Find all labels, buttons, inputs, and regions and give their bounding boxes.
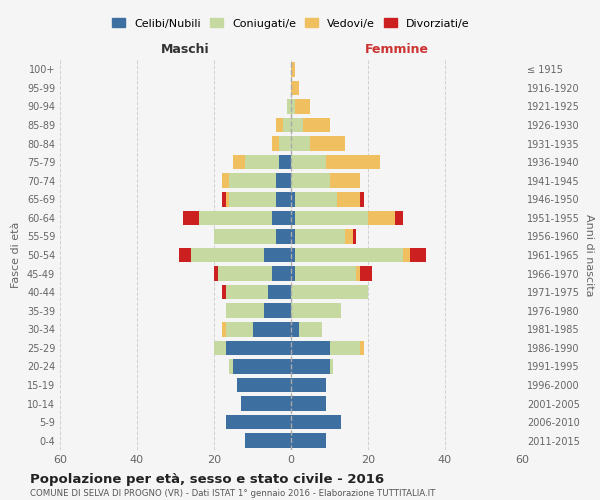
Bar [291,415,341,430]
Bar [291,266,295,281]
Y-axis label: Anni di nascita: Anni di nascita [584,214,593,296]
Bar [253,322,291,336]
Bar [191,248,264,262]
Bar [275,229,291,244]
Bar [199,210,272,225]
Bar [214,266,218,281]
Bar [291,99,295,114]
Bar [291,155,326,170]
Bar [183,210,199,225]
Bar [291,248,295,262]
Bar [245,155,280,170]
Bar [302,118,329,132]
Bar [218,266,272,281]
Bar [410,248,426,262]
Bar [291,192,295,206]
Bar [326,155,380,170]
Bar [226,340,291,355]
Bar [264,304,291,318]
Bar [291,118,302,132]
Bar [272,136,280,151]
Bar [299,322,322,336]
Bar [360,340,364,355]
Bar [229,174,275,188]
Bar [337,192,360,206]
Bar [295,266,356,281]
Bar [226,415,291,430]
Bar [295,210,368,225]
Bar [233,359,291,374]
Bar [291,304,341,318]
Bar [226,285,268,300]
Bar [360,192,364,206]
Bar [291,136,310,151]
Bar [291,210,295,225]
Bar [291,174,329,188]
Bar [291,340,329,355]
Bar [214,229,275,244]
Bar [403,248,410,262]
Bar [310,136,345,151]
Bar [275,118,283,132]
Bar [222,322,226,336]
Bar [280,136,291,151]
Bar [360,266,372,281]
Bar [245,434,291,448]
Bar [222,285,226,300]
Bar [295,192,337,206]
Bar [275,192,291,206]
Bar [280,155,291,170]
Bar [291,396,326,411]
Bar [226,304,264,318]
Bar [272,210,291,225]
Bar [229,192,275,206]
Bar [291,378,326,392]
Bar [264,248,291,262]
Bar [237,378,291,392]
Bar [226,192,229,206]
Bar [291,62,295,76]
Bar [295,229,345,244]
Bar [329,340,360,355]
Bar [329,359,334,374]
Bar [295,248,403,262]
Bar [353,229,356,244]
Text: COMUNE DI SELVA DI PROGNO (VR) - Dati ISTAT 1° gennaio 2016 - Elaborazione TUTTI: COMUNE DI SELVA DI PROGNO (VR) - Dati IS… [30,489,436,498]
Bar [291,285,368,300]
Bar [214,340,226,355]
Bar [233,155,245,170]
Y-axis label: Fasce di età: Fasce di età [11,222,21,288]
Bar [241,396,291,411]
Bar [291,434,326,448]
Bar [291,359,329,374]
Text: Maschi: Maschi [160,43,209,56]
Bar [272,266,291,281]
Legend: Celibi/Nubili, Coniugati/e, Vedovi/e, Divorziati/e: Celibi/Nubili, Coniugati/e, Vedovi/e, Di… [109,15,473,32]
Bar [356,266,360,281]
Bar [222,174,229,188]
Bar [329,174,360,188]
Bar [345,229,353,244]
Text: Popolazione per età, sesso e stato civile - 2016: Popolazione per età, sesso e stato civil… [30,472,384,486]
Bar [291,229,295,244]
Bar [229,359,233,374]
Bar [179,248,191,262]
Bar [291,80,299,95]
Text: Femmine: Femmine [365,43,429,56]
Bar [226,322,253,336]
Bar [222,192,226,206]
Bar [395,210,403,225]
Bar [291,322,299,336]
Bar [287,99,291,114]
Bar [295,99,310,114]
Bar [283,118,291,132]
Bar [275,174,291,188]
Bar [268,285,291,300]
Bar [368,210,395,225]
